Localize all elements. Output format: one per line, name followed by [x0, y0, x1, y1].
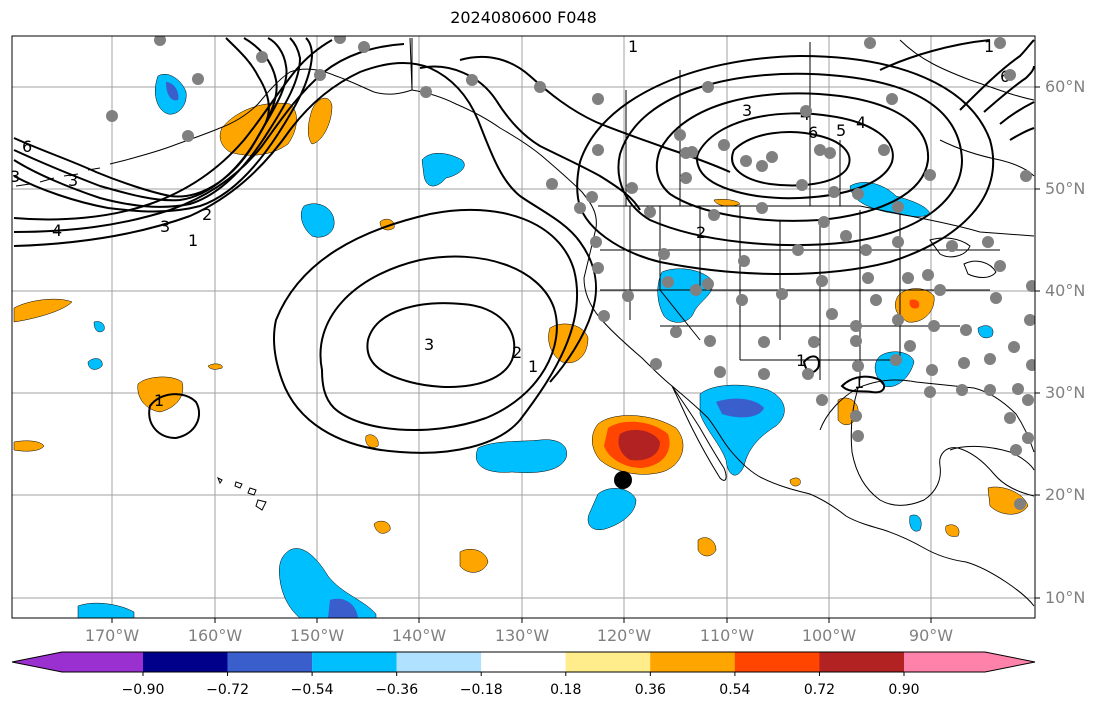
colorbar-segment [565, 652, 651, 672]
lon-label-120w: 120°W [596, 626, 652, 645]
lat-label-20n: 20°N [1045, 485, 1086, 504]
contour-label: 3 [10, 167, 20, 186]
weather-map: 6 3 3 4 3 1 2 3 2 1 1 3 4 6 5 4 2 1 1 1 … [10, 35, 1040, 623]
colorbar-tick-label: 0.72 [803, 682, 836, 698]
contour-label: 4 [52, 221, 62, 240]
colorbar-tick-label: 0.36 [634, 682, 666, 698]
contour-label: 1 [628, 37, 638, 56]
lat-label-60n: 60°N [1045, 77, 1086, 96]
station-dots [106, 36, 1035, 510]
colorbar-segment [62, 652, 143, 672]
contour-label: 1 [188, 231, 198, 250]
lat-label-50n: 50°N [1045, 179, 1086, 198]
contour-label: 1 [154, 391, 164, 410]
contour-label: 3 [424, 335, 434, 354]
colorbar-segment [312, 652, 397, 672]
axis-ticks [111, 86, 1040, 623]
contour-label: 2 [696, 223, 706, 242]
lon-label-170w: 170°W [84, 626, 140, 645]
lon-label-130w: 130°W [494, 626, 550, 645]
lat-label-10n: 10°N [1045, 588, 1086, 607]
colorbar-segment [396, 652, 482, 672]
contour-label: 3 [68, 171, 78, 190]
colorbar-segment [819, 652, 904, 672]
colorbar-segment [734, 652, 820, 672]
lat-label-40n: 40°N [1045, 281, 1086, 300]
contour-label: 2 [512, 343, 522, 362]
contour-label: 1 [528, 357, 538, 376]
contour-label: 5 [836, 121, 846, 140]
colorbar-extend-max [985, 652, 1035, 672]
colorbar-segment [481, 652, 566, 672]
colorbar-segment [143, 652, 228, 672]
contour-label: 1 [854, 373, 864, 392]
colorbar-tick-label: 0.90 [888, 682, 920, 698]
colorbar-tick-label: 0.18 [550, 682, 582, 698]
colorbar-ticks [142, 672, 905, 676]
storm-center-dot [614, 471, 632, 489]
colorbar-tick-label: −0.72 [206, 682, 249, 698]
colorbar-segment [904, 652, 985, 672]
contour-label: 3 [160, 217, 170, 236]
contour-label: 2 [202, 205, 212, 224]
colorbar-tick-label: 0.54 [719, 682, 751, 698]
contour-label: 1 [796, 351, 806, 370]
map-title: 2024080600 F048 [450, 8, 597, 27]
colorbar-tick-label: −0.36 [375, 682, 419, 698]
lat-label-30n: 30°N [1045, 383, 1086, 402]
lon-label-160w: 160°W [187, 626, 243, 645]
colorbar-extend-min [12, 652, 62, 672]
colorbar-outline [11, 651, 1036, 673]
contour-label: 6 [22, 137, 32, 156]
lon-label-110w: 110°W [699, 626, 755, 645]
anomaly-shading [13, 74, 1029, 618]
contour-label: 6 [808, 123, 818, 142]
contour-label: 4 [856, 113, 866, 132]
colorbar-segment [650, 652, 735, 672]
lon-label-90w: 90°W [908, 626, 954, 645]
lon-label-140w: 140°W [391, 626, 447, 645]
colorbar-segment [227, 652, 313, 672]
contour-label: 3 [742, 101, 752, 120]
colorbar-segments [11, 651, 1036, 673]
colorbar-tick-label: −0.54 [290, 682, 334, 698]
lon-label-150w: 150°W [289, 626, 345, 645]
colorbar-tick-label: −0.90 [121, 682, 165, 698]
colorbar [11, 651, 1036, 676]
lon-label-100w: 100°W [801, 626, 857, 645]
colorbar-tick-label: −0.18 [459, 682, 503, 698]
contour-label: 1 [984, 37, 994, 56]
